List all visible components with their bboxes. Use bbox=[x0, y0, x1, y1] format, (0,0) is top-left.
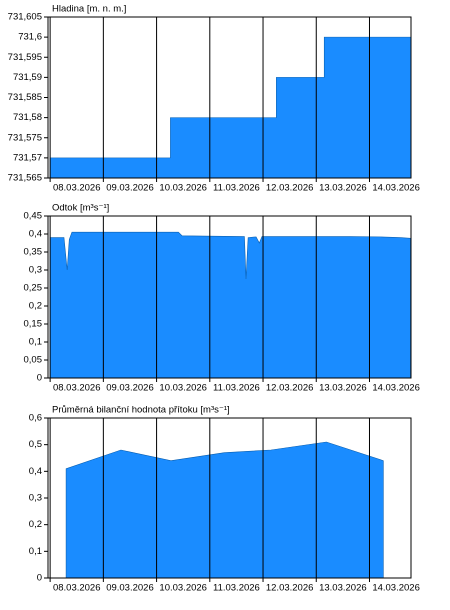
chart-title: Průměrná bilanční hodnota přítoku [m³s⁻¹… bbox=[52, 405, 230, 416]
x-tick-label: 14.03.2026 bbox=[372, 383, 420, 394]
x-tick-label: 13.03.2026 bbox=[319, 383, 367, 394]
x-tick-label: 10.03.2026 bbox=[159, 583, 207, 594]
y-tick-label: 0 bbox=[37, 373, 42, 384]
x-tick-label: 10.03.2026 bbox=[159, 183, 207, 194]
x-tick-label: 13.03.2026 bbox=[319, 583, 367, 594]
area bbox=[65, 441, 384, 579]
y-tick-label: 0,6 bbox=[29, 413, 42, 424]
y-tick-label: 0,45 bbox=[24, 211, 43, 222]
y-tick-label: 0,2 bbox=[29, 519, 42, 530]
y-tick-label: 0,25 bbox=[24, 283, 43, 294]
y-tick-label: 0,4 bbox=[29, 466, 42, 477]
x-tick-label: 14.03.2026 bbox=[372, 183, 420, 194]
x-tick-label: 11.03.2026 bbox=[213, 583, 260, 594]
y-tick-label: 0,05 bbox=[24, 355, 43, 366]
y-tick-label: 731,575 bbox=[8, 132, 42, 143]
x-tick-label: 09.03.2026 bbox=[106, 383, 154, 394]
y-tick-label: 731,595 bbox=[8, 52, 42, 63]
y-tick-label: 731,565 bbox=[8, 173, 42, 184]
plot-frame bbox=[47, 16, 412, 179]
y-tick-label: 0,5 bbox=[29, 439, 42, 450]
y-tick-label: 0,35 bbox=[24, 247, 43, 258]
y-tick-label: 731,59 bbox=[13, 72, 42, 83]
x-tick-label: 11.03.2026 bbox=[213, 383, 260, 394]
x-tick-label: 08.03.2026 bbox=[53, 583, 101, 594]
y-tick-label: 0,3 bbox=[29, 265, 42, 276]
x-tick-label: 12.03.2026 bbox=[266, 183, 314, 194]
x-tick-label: 10.03.2026 bbox=[159, 383, 207, 394]
y-tick-label: 0,15 bbox=[24, 319, 43, 330]
x-tick-label: 11.03.2026 bbox=[213, 183, 260, 194]
y-tick-label: 0,2 bbox=[29, 301, 42, 312]
chart-title: Hladina [m. n. m.] bbox=[52, 4, 126, 15]
y-tick-label: 731,585 bbox=[8, 92, 42, 103]
plot-frame bbox=[47, 417, 412, 579]
y-tick-label: 0 bbox=[37, 573, 42, 584]
y-tick-label: 731,6 bbox=[18, 32, 42, 43]
x-tick-label: 09.03.2026 bbox=[106, 583, 154, 594]
y-tick-label: 0,4 bbox=[29, 229, 42, 240]
area bbox=[49, 231, 411, 379]
y-tick-label: 731,605 bbox=[8, 12, 42, 23]
plot-frame bbox=[47, 215, 412, 379]
y-tick-label: 731,58 bbox=[13, 112, 42, 123]
y-tick-label: 731,57 bbox=[13, 152, 42, 163]
y-tick-label: 0,1 bbox=[29, 337, 42, 348]
y-tick-label: 0,3 bbox=[29, 493, 42, 504]
x-tick-label: 12.03.2026 bbox=[266, 383, 314, 394]
y-tick-label: 0,1 bbox=[29, 546, 42, 557]
x-tick-label: 09.03.2026 bbox=[106, 183, 154, 194]
chart-title: Odtok [m³s⁻¹] bbox=[52, 203, 109, 214]
x-tick-label: 12.03.2026 bbox=[266, 583, 314, 594]
x-tick-label: 13.03.2026 bbox=[319, 183, 367, 194]
x-tick-label: 14.03.2026 bbox=[372, 583, 420, 594]
x-tick-label: 08.03.2026 bbox=[53, 383, 101, 394]
x-tick-label: 08.03.2026 bbox=[53, 183, 101, 194]
